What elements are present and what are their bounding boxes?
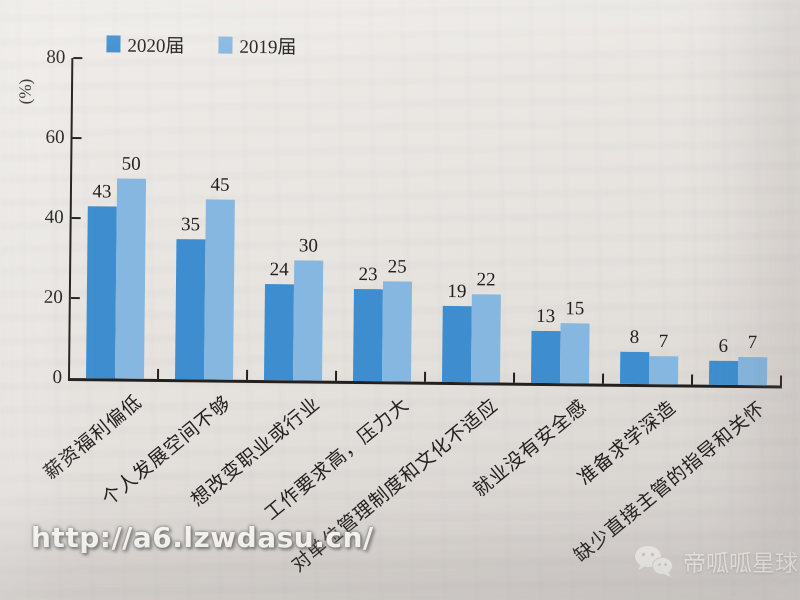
y-axis-tick-label: 40 — [44, 206, 64, 228]
bar-2019届 — [292, 260, 323, 381]
bar-2019届 — [559, 323, 590, 384]
chart-legend: 2020届 2019届 — [106, 30, 297, 60]
bar-2020届 — [352, 288, 383, 382]
bar-2019届 — [381, 281, 412, 382]
bar-value-label: 15 — [565, 298, 585, 320]
legend-label: 2019届 — [239, 36, 297, 59]
y-axis-tick-label: 80 — [46, 46, 66, 68]
wechat-icon — [635, 545, 673, 577]
legend-swatch-2020届 — [106, 35, 121, 53]
y-axis-tick-label: 0 — [52, 366, 63, 388]
bar-value-label: 25 — [387, 256, 407, 278]
bar-2020届 — [708, 360, 738, 386]
bar-group: 13 15 就业没有安全感 — [470, 63, 607, 501]
legend-label: 2020届 — [127, 35, 185, 58]
bar-group: 6 7 缺少直接主管的指导和关怀 — [571, 65, 785, 566]
bar-2020届 — [174, 239, 205, 380]
y-axis-unit-label: (%) — [15, 78, 35, 105]
bar-value-label: 7 — [747, 332, 758, 354]
brand-watermark: 帝呱呱星球 — [634, 544, 798, 578]
bar-2020届 — [441, 305, 472, 383]
bar-group: 35 45 个人发展空间不够 — [99, 59, 251, 510]
bar-2020届 — [263, 284, 294, 381]
bar-2019届 — [114, 178, 146, 379]
bar-group: 43 50 薪资福利偏低 — [41, 58, 162, 484]
bar-2020届 — [619, 351, 649, 385]
x-axis-tick — [779, 375, 783, 386]
url-watermark: http://a6.lzwdasu.cn/ — [31, 521, 374, 554]
brand-watermark-label: 帝呱呱星球 — [683, 550, 798, 576]
bar-group: 23 25 工作要求高，压力大 — [261, 61, 429, 524]
bar-group: 19 22 对单位管理制度和文化不适应 — [289, 62, 518, 576]
bar-value-label: 30 — [298, 235, 319, 257]
bar-value-label: 22 — [476, 269, 496, 291]
bar-value-label: 50 — [121, 153, 141, 175]
bar-2019届 — [470, 294, 501, 383]
y-axis-tick-label: 60 — [45, 126, 65, 148]
bar-group: 8 7 准备求学深造 — [575, 64, 696, 490]
legend-item-2020届: 2020届 — [106, 30, 185, 58]
bar-2019届 — [737, 357, 767, 386]
legend-item-2019届: 2019届 — [218, 32, 297, 60]
bar-value-label: 7 — [658, 331, 669, 353]
bar-value-label: 45 — [210, 174, 230, 196]
legend-swatch-2019届 — [218, 36, 233, 54]
bar-2019届 — [203, 199, 235, 380]
bar-2019届 — [648, 356, 678, 385]
bar-2020届 — [530, 330, 561, 384]
bar-group: 24 30 想改变职业或行业 — [188, 60, 340, 511]
bar-2020届 — [85, 206, 117, 379]
y-axis-tick-label: 20 — [43, 286, 63, 308]
plot-area: 0 20 40 60 80 43 50 薪资福利偏低 35 45 个人发展空间不够 24 30 想改变职业… — [41, 47, 786, 577]
